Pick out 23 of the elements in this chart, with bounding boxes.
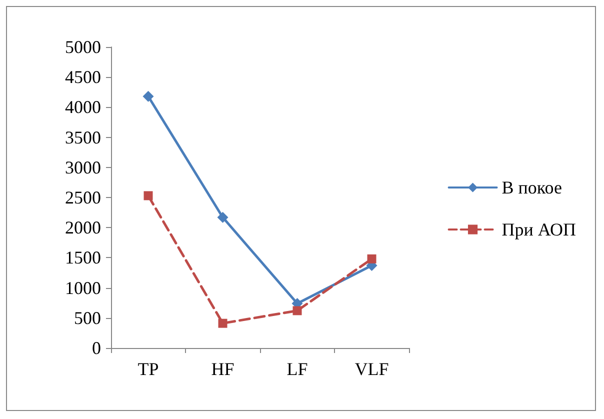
y-tick-label: 2000 (65, 218, 101, 238)
y-tick-label: 1000 (65, 278, 101, 298)
y-tick-label: 1500 (65, 248, 101, 268)
x-tick-label: TP (138, 359, 159, 379)
y-tick-label: 5000 (65, 37, 101, 57)
x-tick-label: LF (286, 359, 308, 379)
point (292, 306, 302, 316)
x-tick-label: HF (211, 359, 234, 379)
x-tick-label: VLF (354, 359, 389, 379)
point (217, 212, 228, 223)
y-tick-label: 500 (74, 308, 101, 328)
y-tick-label: 4500 (65, 67, 101, 88)
y-tick-label: 4000 (65, 97, 101, 118)
y-tick-label: 3000 (65, 157, 101, 178)
point (367, 254, 376, 264)
point (144, 191, 153, 200)
point (142, 90, 154, 102)
y-tick-label: 0 (92, 338, 101, 358)
y-tick-label: 2500 (65, 188, 101, 208)
legend-label: В покое (502, 178, 562, 198)
point (218, 318, 228, 328)
legend-label: При АОП (502, 220, 576, 240)
y-tick-label: 3500 (65, 127, 101, 148)
